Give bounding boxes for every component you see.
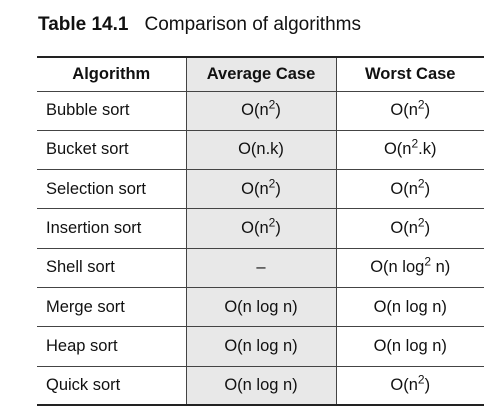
table-row: Quick sort O(n log n) O(n2) [37, 366, 484, 407]
complexity-text: O(n log [370, 258, 425, 277]
exponent: 2 [268, 97, 276, 112]
algorithm-name: Shell sort [37, 248, 186, 288]
table-number: Table 14.1 [38, 14, 129, 35]
complexity-text: O(n [390, 101, 418, 120]
header-row: Algorithm Average Case Worst Case [37, 56, 484, 92]
worst-case-cell: O(n log n) [336, 326, 484, 367]
exponent: 2 [424, 254, 432, 269]
complexity-text-tail: ) [275, 101, 281, 120]
complexity-text: O(n log n) [373, 336, 447, 355]
complexity-text-tail: ) [424, 219, 431, 238]
worst-case-cell: O(n2) [336, 91, 484, 131]
complexity-text: O(n [390, 179, 418, 198]
table-row: Heap sort O(n log n) O(n log n) [37, 326, 484, 367]
complexity-text: O(n log n) [224, 336, 298, 355]
algorithm-name: Bubble sort [37, 91, 186, 131]
complexity-text-tail: n) [431, 258, 451, 277]
worst-case-cell: O(n2) [336, 208, 484, 249]
header-worst-case: Worst Case [336, 56, 484, 92]
worst-case-cell: O(n log n) [336, 287, 484, 328]
exponent: 2 [268, 215, 276, 230]
table-row: Shell sort – O(n log2 n) [37, 248, 484, 288]
algorithm-name: Insertion sort [37, 208, 186, 249]
algorithm-name: Heap sort [37, 326, 186, 367]
exponent: 2 [417, 215, 425, 230]
exponent: 2 [417, 97, 425, 112]
complexity-text-tail: ) [424, 101, 431, 120]
average-case-cell: O(n.k) [185, 130, 337, 171]
worst-case-cell: O(n2) [336, 169, 484, 210]
exponent: 2 [411, 136, 419, 151]
table-row: Bubble sort O(n2) O(n2) [37, 91, 484, 131]
average-case-cell: O(n log n) [185, 326, 337, 367]
complexity-text: O(n [241, 219, 269, 238]
average-case-cell: O(n2) [185, 169, 337, 210]
complexity-text: O(n [390, 375, 418, 394]
header-algorithm: Algorithm [37, 56, 186, 92]
exponent: 2 [417, 176, 425, 191]
algorithm-name: Selection sort [37, 169, 186, 210]
complexity-text-tail: ) [275, 179, 281, 198]
complexity-text: O(n [383, 140, 412, 159]
complexity-text-tail: ) [275, 219, 281, 238]
table-title: Comparison of algorithms [144, 14, 361, 35]
table-body: Bubble sort O(n2) O(n2) Bucket sort O(n.k) O(… [37, 91, 484, 407]
algorithm-name: Quick sort [37, 366, 186, 407]
algorithm-name: Bucket sort [37, 130, 186, 171]
average-case-cell: O(n2) [185, 91, 337, 131]
complexity-text: O(n log n) [373, 297, 447, 316]
complexity-text-tail: ) [424, 375, 431, 394]
worst-case-cell: O(n2) [336, 366, 484, 407]
table-row: Insertion sort O(n2) O(n2) [37, 208, 484, 249]
average-case-cell: – [185, 248, 337, 288]
worst-case-cell: O(n2.k) [336, 130, 484, 171]
table-row: Bucket sort O(n.k) O(n2.k) [37, 130, 484, 171]
average-case-cell: O(n log n) [185, 287, 337, 328]
table-row: Merge sort O(n log n) O(n log n) [37, 287, 484, 328]
exponent: 2 [268, 176, 276, 191]
table-row: Selection sort O(n2) O(n2) [37, 169, 484, 210]
comparison-table: Algorithm Average Case Worst Case Bubble… [37, 56, 484, 407]
header-average-case: Average Case [185, 56, 337, 92]
complexity-text: – [256, 258, 266, 277]
complexity-text-tail: ) [424, 179, 431, 198]
complexity-text-tail: .k) [418, 140, 437, 159]
complexity-text: O(n [241, 101, 269, 120]
table-caption: Table 14.1 Comparison of algorithms [38, 14, 361, 36]
complexity-text: O(n log n) [224, 297, 298, 316]
average-case-cell: O(n log n) [185, 366, 337, 407]
complexity-text: O(n [241, 179, 269, 198]
average-case-cell: O(n2) [185, 208, 337, 249]
algorithm-name: Merge sort [37, 287, 186, 328]
complexity-text: O(n log n) [224, 375, 298, 394]
worst-case-cell: O(n log2 n) [336, 248, 484, 288]
complexity-text: O(n [390, 219, 418, 238]
exponent: 2 [417, 372, 425, 387]
complexity-text: O(n.k) [238, 140, 284, 159]
